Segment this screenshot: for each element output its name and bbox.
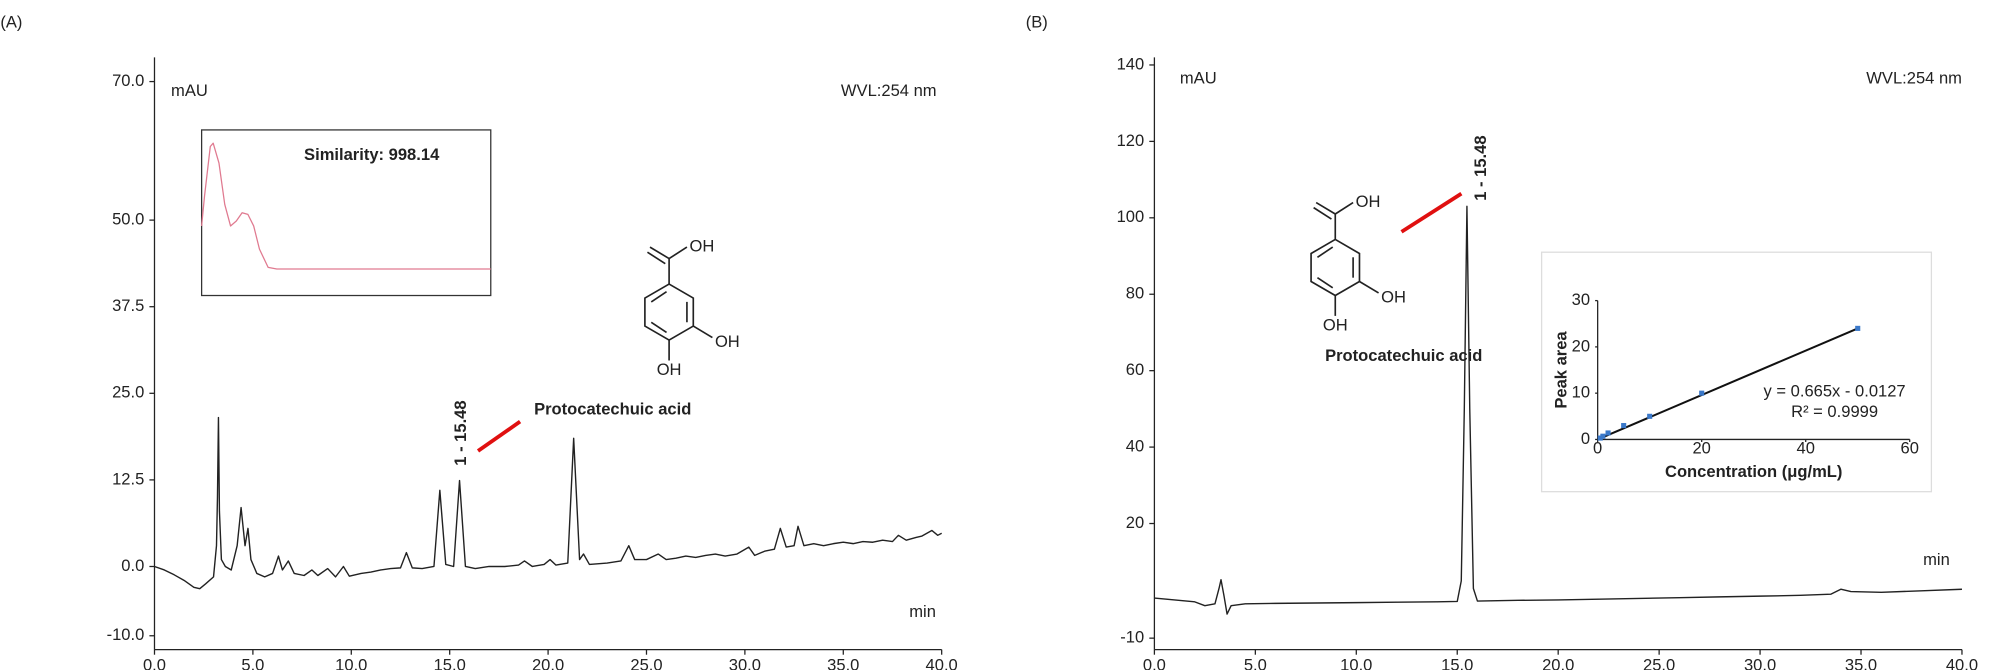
y-tick-label: 140 (1117, 54, 1145, 73)
pointer (476, 420, 522, 453)
similarity: Similarity: 998.14 (304, 145, 440, 164)
y-tick-label: 100 (1117, 207, 1145, 226)
x-tick-label: 25.0 (630, 656, 662, 670)
y-tick-label: -10 (1120, 628, 1144, 647)
y-tick-label: 30 (1572, 290, 1590, 309)
point (1621, 423, 1627, 429)
x-tick-label: 40.0 (1946, 656, 1978, 670)
r-squared: R² = 0.9999 (1791, 402, 1878, 421)
x-tick-label: 15.0 (434, 656, 466, 670)
y-tick-label: 10 (1572, 383, 1590, 402)
point (1647, 413, 1653, 419)
x-tick-label: 35.0 (1845, 656, 1877, 670)
x-unit: min (1923, 550, 1950, 569)
structure-label: OH (689, 236, 714, 255)
point (1597, 435, 1603, 441)
x-tick-label: 40 (1797, 439, 1815, 458)
x-tick-label: 25.0 (1643, 656, 1675, 670)
structure-bonds (644, 246, 714, 362)
structure-label: OH (1381, 287, 1406, 306)
x-tick-label: 30.0 (729, 656, 761, 670)
y-tick-label: 50.0 (112, 209, 144, 228)
structure: OH OH OH (644, 236, 740, 379)
wavelength: WVL:254 nm (1866, 68, 1962, 87)
x-tick-label: 35.0 (827, 656, 859, 670)
x-tick-label: 0.0 (143, 656, 166, 670)
x-tick-label: 10.0 (335, 656, 367, 670)
point (1699, 390, 1705, 396)
y-unit: mAU (171, 81, 208, 100)
structure-label: OH (715, 332, 740, 351)
structure-label: OH (657, 360, 682, 379)
y-tick-label: 120 (1117, 131, 1145, 150)
x-tick-label: 40.0 (926, 656, 958, 670)
x-tick-label: 30.0 (1744, 656, 1776, 670)
x-tick-label: 5.0 (241, 656, 264, 670)
y-unit: mAU (1180, 68, 1217, 87)
peak-label: 1 - 15.48 (1471, 135, 1490, 200)
x-axis-title: Concentration (μg/mL) (1665, 462, 1842, 481)
y-tick-label: 37.5 (112, 296, 144, 315)
y-tick-label: 20 (1126, 513, 1144, 532)
y-tick-label: 0.0 (121, 556, 144, 575)
trendline (1597, 327, 1859, 441)
structure-label: OH (1323, 315, 1348, 334)
x-tick-label: 20.0 (1542, 656, 1574, 670)
panel-label: (A) (0, 12, 22, 31)
structure-bonds (1310, 201, 1380, 317)
x-tick-label: 10.0 (1340, 656, 1372, 670)
compound-name: Protocatechuic acid (1325, 346, 1482, 365)
x-tick-label: 0.0 (1143, 656, 1166, 670)
equation: y = 0.665x - 0.0127 (1764, 382, 1906, 401)
compound-name: Protocatechuic acid (534, 400, 691, 419)
spectrum (200, 142, 491, 270)
x-tick-label: 15.0 (1441, 656, 1473, 670)
x-tick-label: 0 (1593, 439, 1602, 458)
x-tick-label: 60 (1901, 439, 1919, 458)
y-tick-label: -10.0 (107, 625, 145, 644)
x-tick-label: 5.0 (1244, 656, 1267, 670)
inset-frame (200, 129, 492, 297)
point (1605, 430, 1611, 436)
chromatogram (1154, 205, 1962, 615)
panel-label: (B) (1026, 12, 1048, 31)
point (1855, 325, 1861, 331)
y-tick-label: 70.0 (112, 71, 144, 90)
peak-label: 1 - 15.48 (451, 400, 470, 465)
x-unit: min (909, 602, 936, 621)
y-axis-title: Peak area (1551, 331, 1570, 409)
x-tick-label: 20 (1692, 439, 1710, 458)
y-tick-label: 0 (1581, 429, 1590, 448)
y-tick-label: 60 (1126, 360, 1144, 379)
wavelength: WVL:254 nm (841, 81, 937, 100)
y-tick-label: 12.5 (112, 469, 144, 488)
structure: OH OH OH (1310, 192, 1406, 334)
structure-label: OH (1356, 192, 1381, 211)
y-tick-label: 80 (1126, 284, 1144, 303)
point (1600, 433, 1606, 439)
inset-frame (1540, 251, 1933, 493)
y-tick-label: 40 (1126, 436, 1144, 455)
x-tick-label: 20.0 (532, 656, 564, 670)
y-tick-label: 25.0 (112, 383, 144, 402)
y-tick-label: 20 (1572, 336, 1590, 355)
pointer (1400, 192, 1463, 234)
chromatogram (154, 416, 943, 590)
